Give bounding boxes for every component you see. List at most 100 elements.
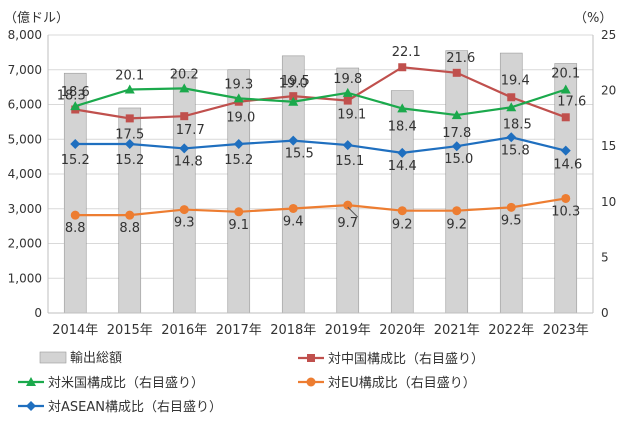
- data-label-1: 17.8: [442, 126, 471, 141]
- series-line-1: [74, 87, 567, 117]
- y-left-tick-label: 3,000: [8, 202, 42, 216]
- data-label-3: 15.0: [444, 152, 473, 167]
- series-marker-3: [451, 141, 462, 152]
- data-label-2: 9.3: [174, 216, 195, 231]
- y-right-tick-label: 10: [601, 195, 616, 209]
- series-marker-0: [561, 113, 570, 122]
- data-label-0: 17.7: [176, 123, 205, 138]
- data-label-1: 20.2: [170, 67, 199, 82]
- series-marker-1: [342, 87, 353, 97]
- data-label-0: 19.1: [337, 108, 366, 123]
- data-label-1: 19.8: [333, 72, 362, 87]
- series-marker-0: [180, 112, 189, 121]
- bar-export-total: [172, 71, 196, 314]
- series-marker-3: [342, 140, 353, 151]
- series-marker-1: [560, 84, 571, 94]
- series-marker-2: [234, 207, 244, 217]
- y-left-tick-label: 6,000: [8, 98, 42, 112]
- data-label-0: 19.4: [501, 73, 530, 88]
- data-label-1: 20.1: [551, 66, 580, 81]
- series-marker-1: [397, 103, 408, 113]
- x-tick-label: 2017年: [216, 323, 262, 338]
- legend-label-3: 対ASEAN構成比（右目盛り）: [48, 400, 222, 415]
- series-marker-3: [179, 143, 190, 154]
- series-marker-1: [506, 102, 517, 112]
- series-marker-1: [124, 84, 135, 94]
- series-marker-0: [125, 114, 134, 123]
- series-marker-0: [343, 96, 352, 105]
- legend-label-1: 対米国構成比（右目盛り）: [48, 376, 204, 391]
- y-left-tick-label: 1,000: [8, 271, 42, 285]
- series-marker-3: [233, 138, 244, 149]
- series-marker-1: [288, 96, 299, 106]
- legend-label-0: 対中国構成比（右目盛り）: [328, 352, 484, 367]
- data-label-3: 15.2: [115, 153, 144, 168]
- series-marker-1: [233, 93, 244, 103]
- y-right-tick-label: 20: [601, 84, 616, 98]
- y-left-tick-label: 2,000: [8, 237, 42, 251]
- series-marker-2: [288, 203, 298, 213]
- legend-label-2: 対EU構成比（右目盛り）: [328, 376, 476, 391]
- series-marker-1: [70, 101, 81, 111]
- series-marker-2: [561, 193, 571, 203]
- data-label-1: 18.4: [388, 119, 417, 134]
- series-marker-2: [70, 210, 80, 220]
- data-label-0: 18.3: [57, 89, 86, 104]
- data-label-1: 20.1: [115, 68, 144, 83]
- data-label-3: 15.8: [501, 143, 530, 158]
- data-label-2: 9.2: [392, 218, 413, 233]
- data-label-0: 19.5: [281, 74, 310, 89]
- data-label-2: 9.4: [283, 214, 304, 229]
- data-label-3: 14.4: [388, 159, 417, 174]
- series-marker-1: [179, 83, 190, 93]
- data-label-3: 14.6: [553, 158, 582, 173]
- data-label-2: 9.5: [501, 213, 522, 228]
- data-label-0: 17.5: [115, 127, 144, 142]
- right-axis-unit: （%）: [574, 11, 612, 26]
- series-marker-2: [179, 205, 189, 215]
- x-tick-label: 2019年: [325, 323, 371, 338]
- series-marker-2: [506, 202, 516, 212]
- data-label-0: 22.1: [392, 45, 421, 60]
- legend-label-bars: 輸出総額: [70, 351, 122, 366]
- data-label-1: 18.5: [503, 117, 532, 132]
- data-label-3: 15.1: [335, 154, 364, 169]
- y-right-tick-label: 25: [601, 28, 616, 42]
- series-line-2: [75, 197, 566, 217]
- series-line-3: [75, 136, 567, 154]
- data-label-2: 8.8: [65, 221, 86, 236]
- x-tick-label: 2014年: [52, 323, 98, 338]
- data-label-3: 15.5: [285, 147, 314, 162]
- y-left-tick-label: 0: [34, 306, 42, 320]
- legend-swatch-marker-2: [306, 377, 316, 387]
- y-left-tick-label: 4,000: [8, 167, 42, 181]
- label-leader-line: [347, 206, 359, 218]
- x-tick-label: 2018年: [270, 323, 316, 338]
- x-tick-label: 2021年: [434, 323, 480, 338]
- data-label-0: 19.0: [226, 111, 255, 126]
- data-label-2: 10.3: [551, 204, 580, 219]
- data-label-0: 17.6: [557, 94, 586, 109]
- series-marker-2: [397, 206, 407, 216]
- legend-swatch-marker-3: [26, 401, 36, 411]
- series-marker-1: [451, 110, 462, 120]
- series-marker-2: [343, 200, 353, 210]
- series-marker-3: [506, 132, 517, 143]
- series-marker-2: [125, 210, 135, 220]
- series-marker-2: [452, 206, 462, 216]
- bar-export-total: [227, 69, 251, 314]
- data-label-1: 18.6: [61, 85, 90, 100]
- left-axis-unit: （億ドル）: [4, 10, 69, 26]
- data-label-3: 15.2: [61, 153, 90, 168]
- series-marker-3: [70, 138, 81, 149]
- series-marker-3: [124, 138, 135, 149]
- series-marker-0: [398, 63, 407, 72]
- data-label-1: 19.0: [279, 77, 308, 92]
- y-left-tick-label: 8,000: [8, 28, 42, 42]
- series-marker-0: [452, 68, 461, 77]
- series-marker-3: [560, 145, 571, 156]
- x-tick-label: 2023年: [543, 323, 589, 338]
- bar-export-total: [499, 52, 523, 314]
- legend-swatch-bars: [39, 351, 67, 364]
